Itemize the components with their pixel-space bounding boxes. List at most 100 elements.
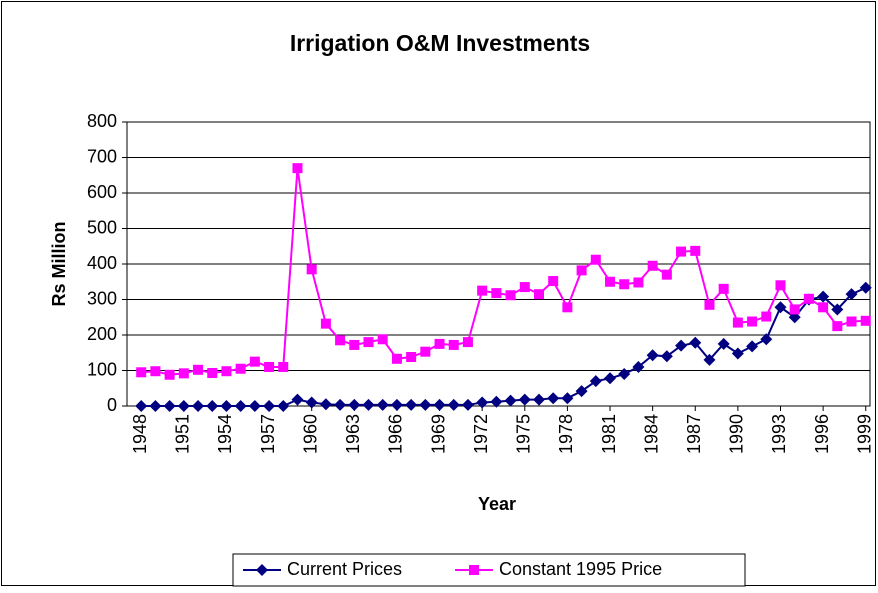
data-point: [249, 356, 260, 367]
data-point: [335, 335, 346, 346]
data-point: [264, 361, 275, 372]
data-point: [178, 368, 189, 379]
data-point: [291, 393, 304, 406]
x-tick-label: 1948: [130, 414, 150, 454]
y-tick-label: 600: [87, 182, 117, 202]
data-point: [220, 400, 233, 412]
data-point: [135, 400, 148, 412]
data-point: [589, 375, 602, 388]
data-point: [703, 353, 716, 366]
data-point: [149, 400, 162, 412]
data-point: [377, 334, 388, 345]
data-point: [447, 398, 460, 411]
data-point: [164, 369, 175, 380]
data-point: [406, 352, 417, 363]
data-point: [519, 282, 530, 293]
data-point: [477, 285, 488, 296]
data-point: [676, 246, 687, 257]
data-point: [433, 398, 446, 411]
data-point: [504, 394, 517, 407]
y-tick-label: 300: [87, 288, 117, 308]
x-tick-label: 1960: [300, 414, 320, 454]
data-point: [661, 269, 672, 280]
data-point: [348, 398, 361, 411]
data-point: [192, 400, 205, 412]
data-point: [732, 317, 743, 328]
data-point: [461, 398, 474, 411]
data-point: [320, 318, 331, 329]
data-point: [305, 396, 318, 409]
data-point: [660, 350, 673, 363]
legend-label: Current Prices: [287, 559, 402, 579]
data-point: [263, 400, 276, 412]
data-point: [376, 398, 389, 411]
data-point: [306, 264, 317, 275]
x-tick-label: 1978: [556, 414, 576, 454]
data-point: [619, 279, 630, 290]
y-axis-label: Rs Million: [49, 222, 69, 307]
x-tick-label: 1981: [599, 414, 619, 454]
data-point: [136, 367, 147, 378]
data-point: [774, 301, 787, 314]
data-point: [675, 339, 688, 352]
data-point: [731, 347, 744, 360]
data-point: [221, 366, 232, 377]
legend-marker: [469, 565, 479, 575]
data-point: [319, 398, 332, 411]
data-point: [547, 392, 560, 405]
data-point: [775, 280, 786, 291]
x-tick-label: 1993: [769, 414, 789, 454]
data-point: [177, 400, 190, 412]
x-tick-label: 1969: [428, 414, 448, 454]
data-point: [831, 303, 844, 316]
x-tick-label: 1975: [514, 414, 534, 454]
data-point: [761, 311, 772, 322]
data-point: [576, 265, 587, 276]
data-point: [548, 276, 559, 287]
data-point: [533, 289, 544, 300]
data-point: [490, 395, 503, 408]
data-point: [419, 398, 432, 411]
x-tick-label: 1963: [343, 414, 363, 454]
y-tick-label: 700: [87, 146, 117, 166]
data-point: [532, 393, 545, 406]
data-point: [604, 372, 617, 385]
data-point: [746, 340, 759, 353]
data-point: [860, 315, 871, 326]
data-point: [235, 363, 246, 374]
x-tick-label: 1951: [173, 414, 193, 454]
data-point: [689, 336, 702, 349]
data-point: [163, 400, 176, 412]
y-tick-label: 400: [87, 253, 117, 273]
data-point: [434, 338, 445, 349]
x-tick-label: 1987: [684, 414, 704, 454]
x-tick-label: 1984: [641, 414, 661, 454]
data-point: [818, 302, 829, 313]
y-tick-label: 200: [87, 324, 117, 344]
y-tick-label: 0: [107, 395, 117, 415]
data-point: [846, 316, 857, 327]
data-point: [334, 398, 347, 411]
data-point: [717, 337, 730, 350]
y-tick-label: 500: [87, 217, 117, 237]
x-tick-label: 1972: [471, 414, 491, 454]
data-point: [590, 254, 601, 265]
data-point: [632, 360, 645, 373]
legend-marker: [256, 564, 268, 576]
data-point: [845, 288, 858, 301]
x-axis-label: Year: [478, 494, 516, 514]
chart-title: Irrigation O&M Investments: [290, 30, 590, 56]
x-tick-label: 1990: [727, 414, 747, 454]
data-point: [518, 393, 531, 406]
data-point: [718, 283, 729, 294]
data-point: [462, 337, 473, 348]
data-point: [448, 339, 459, 350]
data-point: [234, 400, 247, 412]
data-point: [193, 364, 204, 375]
x-tick-label: 1996: [812, 414, 832, 454]
data-point: [278, 361, 289, 372]
data-point: [390, 398, 403, 411]
data-point: [491, 288, 502, 299]
